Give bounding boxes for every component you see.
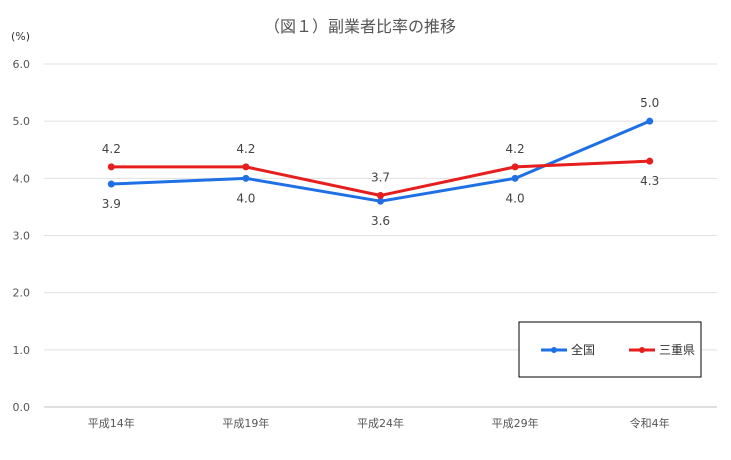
y-tick-label: 2.0: [13, 287, 31, 300]
y-tick-label: 5.0: [13, 115, 31, 128]
y-tick-label: 6.0: [13, 58, 31, 71]
data-point: [377, 191, 384, 199]
data-point: [107, 163, 115, 171]
chart-title: （図１）副業者比率の推移: [264, 17, 456, 36]
data-label: 4.2: [236, 142, 255, 156]
data-point: [646, 157, 654, 165]
series-line-1: [109, 119, 652, 203]
series-layer: [107, 117, 654, 205]
data-label: 4.2: [506, 142, 525, 156]
y-tick-label: 3.0: [13, 230, 31, 243]
data-label: 4.0: [506, 191, 525, 205]
data-label: 3.7: [371, 170, 390, 184]
y-tick-label: 1.0: [13, 344, 31, 357]
data-label: 4.3: [640, 174, 659, 188]
data-point: [511, 174, 519, 182]
data-label: 3.6: [371, 214, 390, 228]
x-tick-label: 平成19年: [222, 416, 269, 430]
x-tick-label: 平成24年: [357, 416, 404, 430]
gridlines: [44, 63, 717, 408]
data-point: [646, 117, 654, 125]
legend-swatch-marker: [639, 347, 645, 353]
data-label: 5.0: [640, 96, 659, 110]
data-point: [242, 163, 250, 171]
data-labels: 3.9 4.0 3.6 4.0 5.0 4.2 4.2 3.7 4.2 4.3: [102, 96, 659, 228]
y-tick-label: 4.0: [13, 172, 31, 185]
y-tick-label: 0.0: [13, 401, 31, 414]
legend-label: 全国: [571, 342, 595, 357]
data-point: [377, 197, 384, 205]
legend-swatch-marker: [551, 347, 557, 353]
data-label: 4.0: [236, 191, 255, 205]
data-point: [242, 174, 250, 182]
data-point: [511, 163, 519, 171]
data-point: [107, 180, 115, 188]
axes: 0.0 1.0 2.0 3.0 4.0 5.0 6.0 平成14年 平成19年 平成24年 平成29…: [13, 58, 670, 430]
legend: 全国 三重県: [518, 321, 702, 378]
y-axis-unit-label: (%): [11, 30, 30, 43]
data-label: 3.9: [102, 197, 121, 211]
legend-label: 三重県: [659, 343, 695, 357]
x-tick-label: 平成29年: [492, 416, 539, 430]
data-label: 4.2: [102, 142, 121, 156]
x-tick-label: 令和4年: [630, 416, 670, 430]
x-tick-label: 平成14年: [88, 416, 135, 430]
